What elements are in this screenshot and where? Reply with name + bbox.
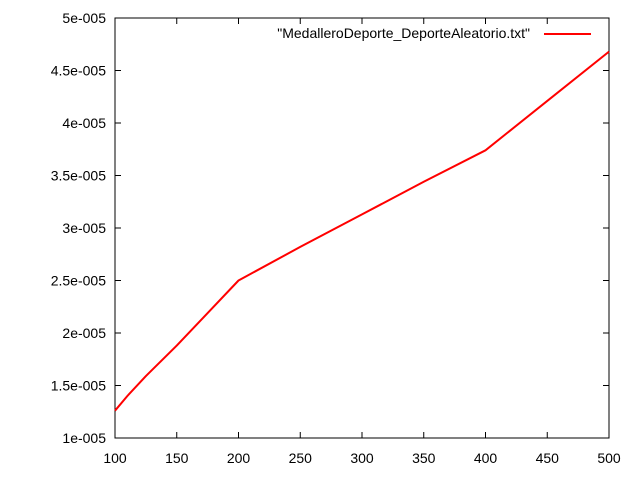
x-tick-label: 300	[350, 450, 374, 466]
x-tick-label: 450	[536, 450, 560, 466]
x-tick-label: 100	[103, 450, 127, 466]
x-tick-label: 350	[412, 450, 436, 466]
legend: "MedalleroDeporte_DeporteAleatorio.txt"	[277, 25, 591, 41]
x-tick-label: 200	[227, 450, 251, 466]
y-tick-label: 2e-005	[62, 325, 106, 341]
y-tick-label: 4e-005	[62, 115, 106, 131]
y-tick-label: 4.5e-005	[51, 63, 106, 79]
y-tick-label: 1e-005	[62, 430, 106, 446]
series-layer	[114, 50, 610, 412]
y-tick-label: 5e-005	[62, 10, 106, 26]
y-tick-label: 2.5e-005	[51, 273, 106, 289]
y-tick-label: 1.5e-005	[51, 378, 106, 394]
y-tick-label: 3.5e-005	[51, 168, 106, 184]
x-tick-label: 500	[597, 450, 621, 466]
legend-label: "MedalleroDeporte_DeporteAleatorio.txt"	[277, 25, 530, 41]
x-tick-label: 400	[474, 450, 498, 466]
x-tick-label: 250	[289, 450, 313, 466]
y-axis-ticks: 1e-005 1.5e-005 2e-005 2.5e-005 3e-005 3.5e-0…	[51, 10, 609, 446]
y-tick-label: 3e-005	[62, 220, 106, 236]
x-tick-label: 150	[165, 450, 189, 466]
plot-frame	[114, 17, 610, 439]
x-axis-ticks: 100 150 200 250 300 350 400 450 500	[103, 18, 621, 466]
series-line	[114, 50, 610, 412]
